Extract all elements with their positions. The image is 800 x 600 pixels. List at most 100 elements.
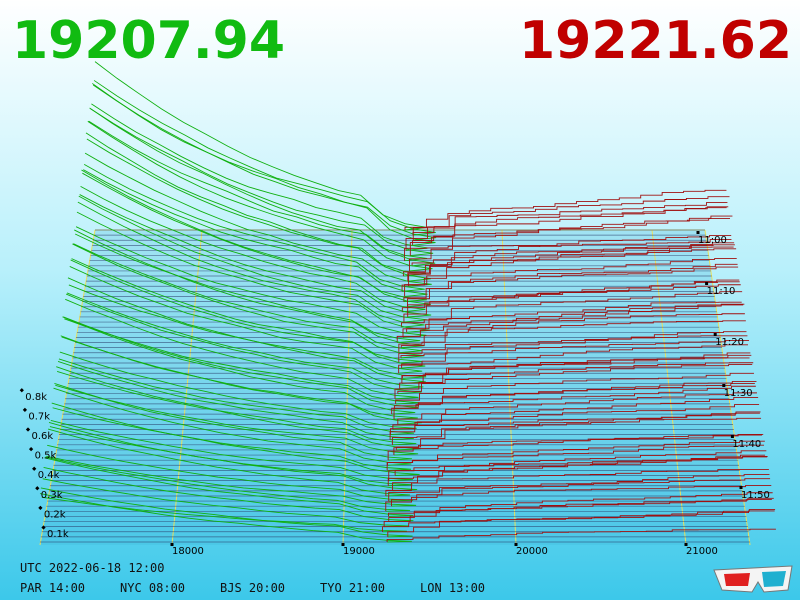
tick-marker	[684, 543, 688, 546]
bid-depth-line	[47, 428, 411, 497]
ask-depth-line	[409, 218, 731, 256]
bid-depth-line	[87, 120, 433, 272]
ask-depth-line	[404, 189, 727, 230]
bid-depth-line	[81, 169, 431, 308]
ask-depth-line	[401, 248, 737, 292]
ask-depth-line	[383, 497, 774, 527]
depth-label: 0.7k	[28, 411, 50, 422]
bid-depth-line	[92, 83, 436, 246]
time-label: 11:10	[707, 286, 736, 297]
depth-label: 0.5k	[35, 451, 57, 462]
ask-depth-line	[401, 352, 751, 384]
city-clock: BJS 20:00	[220, 581, 285, 595]
bid-depth-line	[90, 108, 434, 257]
city-clock: PAR 14:00	[20, 581, 85, 595]
bid-depth-line	[59, 351, 417, 430]
tick-marker	[170, 543, 174, 546]
ask-depth-line	[395, 372, 754, 404]
bid-depth-line	[39, 493, 412, 543]
bid-depth-line	[88, 120, 436, 267]
ask-depth-line	[408, 244, 735, 287]
bid-depth-line	[56, 366, 421, 451]
depth-lines	[39, 61, 776, 543]
ask-price: 19221.62	[519, 11, 792, 71]
city-clock: NYC 08:00	[120, 581, 185, 595]
ask-depth-line	[388, 474, 770, 502]
axis-labels: 0.1k 0.2k 0.3k 0.4k 0.5k 0.6k 0.7k 0.8k 18000 190…	[19, 231, 770, 557]
ask-depth-line	[403, 284, 741, 323]
ask-depth-line	[386, 528, 776, 542]
bid-depth-line	[94, 61, 428, 231]
floor	[40, 230, 750, 545]
cyan-lens	[762, 571, 786, 587]
bid-depth-line	[62, 316, 416, 415]
tick-marker	[713, 333, 717, 336]
red-lens	[724, 573, 750, 586]
bid-depth-line	[78, 195, 428, 323]
bid-depth-line	[49, 426, 413, 487]
ask-depth-line	[390, 478, 771, 507]
ask-depth-line	[388, 492, 773, 522]
ask-depth-line	[385, 469, 769, 496]
ask-depth-line	[395, 417, 762, 450]
grid-line	[501, 229, 517, 546]
tick-marker	[341, 543, 345, 546]
ask-depth-line	[393, 380, 757, 420]
ask-depth-line	[411, 239, 732, 266]
bid-depth-line	[65, 298, 419, 400]
bid-depth-line	[92, 84, 437, 241]
ask-depth-line	[389, 404, 760, 435]
bid-depth-line	[93, 80, 436, 236]
ask-depth-line	[403, 263, 738, 302]
ask-depth-line	[396, 303, 745, 343]
ask-depth-line	[397, 364, 753, 394]
bid-depth-line	[69, 266, 423, 374]
bid-depth-line	[43, 466, 414, 522]
ask-depth-line	[407, 266, 739, 307]
ask-depth-line	[388, 450, 767, 481]
ask-depth-line	[391, 411, 761, 445]
ask-depth-line	[401, 344, 749, 369]
bid-depth-line	[42, 478, 409, 528]
ask-depth-line	[405, 196, 730, 251]
tick-marker	[696, 231, 700, 234]
ask-depth-line	[393, 383, 755, 410]
bid-depth-line	[50, 420, 413, 482]
ask-depth-line	[406, 291, 743, 333]
city-clock: LON 13:00	[420, 581, 485, 595]
bid-depth-line	[60, 335, 422, 425]
bid-depth-line	[55, 384, 419, 456]
3d-glasses-icon[interactable]	[713, 565, 793, 593]
bid-depth-line	[73, 243, 423, 354]
time-label: 11:40	[732, 439, 761, 450]
depth-label: 0.8k	[25, 392, 47, 403]
ask-depth-line	[402, 304, 744, 338]
ask-depth-line	[400, 331, 747, 358]
bid-depth-line	[79, 194, 432, 318]
bid-depth-line	[40, 487, 413, 538]
ask-depth-line	[412, 206, 729, 246]
ask-depth-line	[392, 456, 768, 491]
ask-depth-line	[394, 362, 754, 399]
price-label: 19000	[343, 546, 375, 557]
bid-depth-line	[64, 318, 420, 405]
ask-depth-line	[412, 202, 728, 241]
bid-depth-line	[74, 233, 421, 343]
time-label: 11:30	[724, 388, 753, 399]
ask-depth-line	[398, 339, 750, 374]
price-label: 20000	[516, 546, 548, 557]
bid-depth-line	[76, 211, 431, 333]
bid-depth-line	[82, 172, 427, 303]
price-label: 18000	[172, 546, 204, 557]
depth-label: 0.2k	[44, 509, 66, 520]
ask-depth-line	[401, 279, 740, 312]
ask-depth-line	[387, 509, 776, 537]
time-label: 11:50	[741, 490, 770, 501]
ask-depth-line	[404, 235, 732, 261]
ask-depth-line	[386, 440, 765, 471]
bid-depth-line	[57, 360, 414, 441]
bid-depth-line	[86, 138, 427, 277]
ask-depth-line	[399, 354, 752, 389]
bid-depth-line	[54, 382, 413, 461]
